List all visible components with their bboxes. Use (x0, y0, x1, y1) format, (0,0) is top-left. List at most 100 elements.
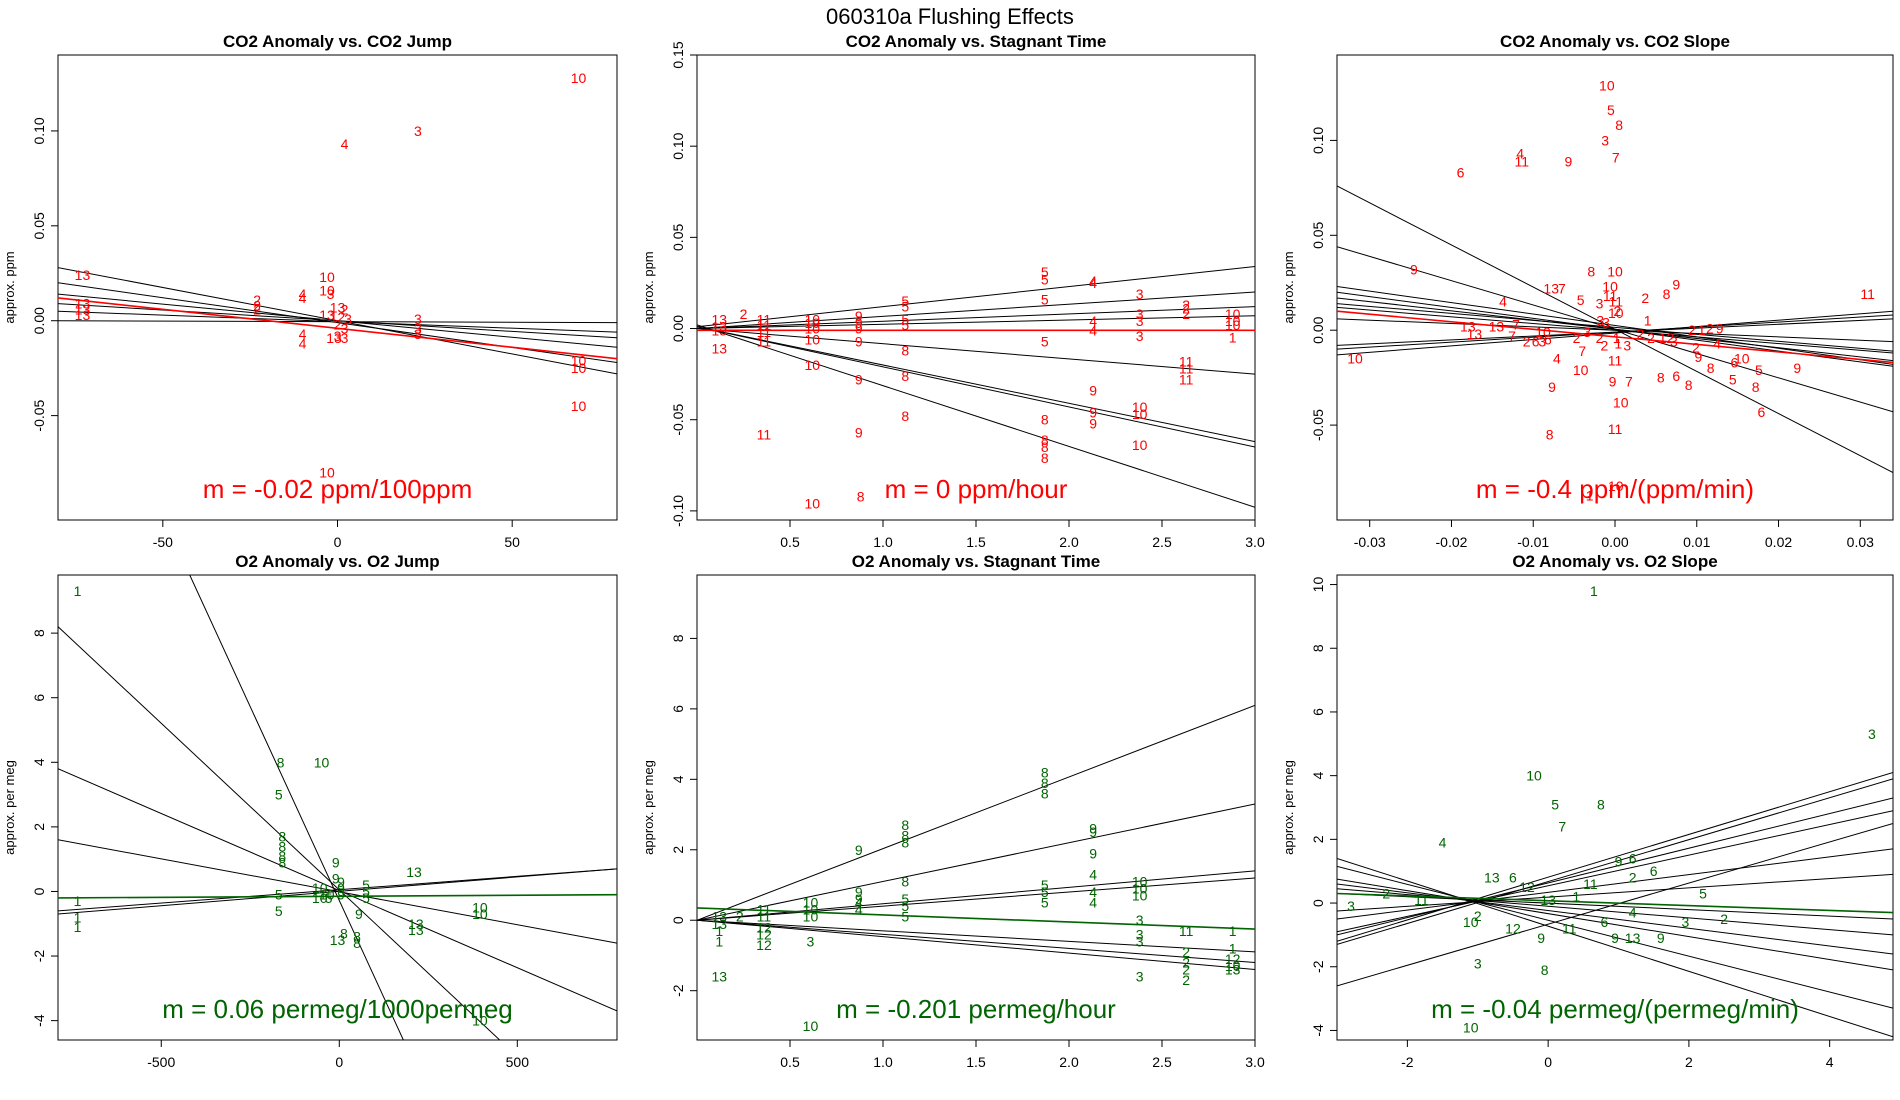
fit-line (697, 328, 1255, 375)
x-tick-label: -0.01 (1517, 534, 1549, 550)
data-point: 4 (1553, 351, 1561, 367)
data-point: 1 (1229, 923, 1237, 939)
data-point: 10 (805, 496, 821, 512)
chart-title: CO2 Anomaly vs. CO2 Jump (223, 32, 452, 51)
data-point: 9 (855, 321, 863, 337)
data-point: 5 (325, 890, 333, 906)
data-point: 10 (805, 321, 821, 337)
data-point: 3 (1681, 914, 1689, 930)
fit-line (697, 704, 1255, 921)
data-point: 12 (1505, 921, 1521, 937)
data-point: 8 (901, 342, 909, 358)
data-point: 5 (362, 877, 370, 893)
data-point: 9 (1611, 930, 1619, 946)
data-point: 9 (1089, 415, 1097, 431)
y-tick-label: 0.10 (31, 117, 47, 144)
mean-fit-line (58, 297, 617, 360)
plot-frame (57, 574, 618, 1041)
fit-line (58, 868, 617, 915)
data-point: 10 (805, 315, 821, 331)
data-point: 10 (1734, 351, 1750, 367)
data-point: 3 (341, 330, 349, 346)
data-point: 6 (1650, 863, 1658, 879)
y-tick-label: -0.05 (670, 404, 686, 436)
data-point: 5 (362, 890, 370, 906)
data-point: 6 (1672, 368, 1680, 384)
chart-title: CO2 Anomaly vs. CO2 Slope (1500, 32, 1730, 51)
fit-line (58, 303, 617, 339)
data-point: 8 (1546, 427, 1554, 443)
data-point: 10 (319, 282, 335, 298)
data-point: 3 (1136, 926, 1144, 942)
data-point: 4 (1089, 313, 1097, 329)
data-point: 9 (1695, 349, 1703, 365)
fit-line (697, 919, 1255, 953)
data-point: 8 (901, 835, 909, 851)
data-point: 3 (1670, 334, 1678, 350)
data-point: 11 (1608, 421, 1623, 437)
data-point: 13 (712, 916, 728, 932)
y-tick-label: 0 (31, 887, 47, 895)
data-point: 8 (277, 754, 285, 770)
data-point: 13 (75, 296, 91, 312)
y-tick-label: -0.05 (1310, 409, 1326, 441)
data-point: 1 (715, 923, 723, 939)
data-point: 1 (74, 909, 82, 925)
data-point: 2 (1182, 944, 1190, 960)
data-point: 10 (1599, 77, 1615, 93)
data-point: 2 (253, 301, 261, 317)
data-point: 5 (901, 299, 909, 315)
data-point: 1 (1572, 889, 1580, 905)
y-axis-label: approx. per meg (1281, 760, 1296, 855)
data-point: 8 (901, 408, 909, 424)
x-tick-label: -2 (1401, 1054, 1414, 1070)
data-point: 10 (571, 70, 587, 86)
data-point: 3 (1136, 969, 1144, 985)
data-point: 3 (334, 328, 342, 344)
data-point: 1 (1590, 583, 1598, 599)
data-point: 4 (1089, 273, 1097, 289)
data-point: 13 (1543, 280, 1559, 296)
data-point: 8 (1541, 962, 1549, 978)
fit-line (697, 877, 1255, 921)
data-point: 4 (1499, 294, 1507, 310)
data-point: 10 (1463, 1019, 1479, 1035)
y-tick-label: -2 (670, 984, 686, 997)
data-point: 8 (278, 854, 286, 870)
data-point: 9 (1609, 373, 1617, 389)
x-tick-label: 2.0 (1059, 1054, 1079, 1070)
data-point: 5 (1041, 895, 1049, 911)
data-point: 10 (1608, 478, 1624, 494)
data-point: 8 (278, 838, 286, 854)
data-point: 10 (314, 754, 330, 770)
data-point: 2 (1474, 908, 1482, 924)
data-point: 11 (1179, 353, 1194, 369)
chart-title: O2 Anomaly vs. O2 Slope (1512, 552, 1717, 571)
fit-line (697, 324, 1255, 508)
data-point: 11 (1603, 288, 1618, 304)
data-point: 3 (1538, 334, 1546, 350)
fit-line (1337, 797, 1893, 936)
fit-line (1337, 848, 1893, 920)
data-point: 4 (341, 136, 349, 152)
data-point: 11 (1414, 892, 1429, 908)
data-point: 5 (1607, 102, 1615, 118)
slope-annotation: m = -0.201 permeg/hour (836, 994, 1116, 1024)
data-point: 5 (901, 311, 909, 327)
y-tick-label: 6 (31, 694, 47, 702)
data-point: 11 (757, 324, 772, 340)
data-point: 9 (855, 424, 863, 440)
data-point: 1 (1586, 487, 1594, 503)
data-point: 10 (803, 895, 819, 911)
fit-line (1337, 778, 1893, 945)
data-point: 3 (344, 311, 352, 327)
data-point: 8 (1752, 379, 1760, 395)
mean-fit-line (1337, 892, 1893, 914)
data-point: 9 (1410, 261, 1418, 277)
data-point: 5 (901, 317, 909, 333)
data-point: 5 (901, 909, 909, 925)
data-point: 7 (1508, 328, 1516, 344)
x-tick-label: 0.03 (1847, 534, 1874, 550)
